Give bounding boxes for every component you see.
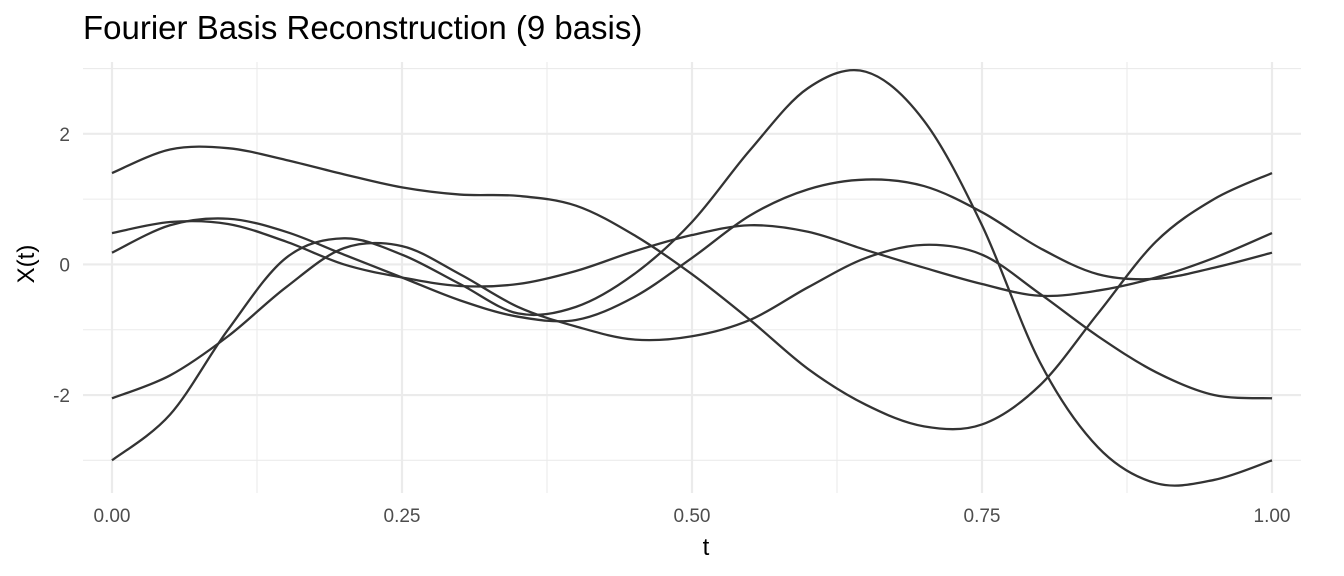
series-line-5 — [111, 69, 1273, 487]
y-tick-label: -2 — [53, 386, 70, 407]
series-line-3 — [111, 178, 1273, 323]
chart-title: Fourier Basis Reconstruction (9 basis) — [83, 9, 642, 46]
x-tick-label: 0.00 — [94, 506, 131, 527]
y-tick-label: 2 — [59, 125, 70, 146]
x-axis-tick-labels: 0.00 0.25 0.50 0.75 1.00 — [94, 506, 1291, 527]
series-lines — [111, 69, 1273, 487]
x-tick-label: 0.75 — [964, 506, 1001, 527]
series-line-4 — [111, 241, 1273, 400]
x-tick-label: 0.50 — [674, 506, 711, 527]
y-axis-tick-labels: -2 0 2 — [53, 125, 70, 407]
x-tick-label: 1.00 — [1254, 506, 1291, 527]
y-tick-label: 0 — [59, 255, 70, 276]
x-axis-title: t — [703, 534, 710, 561]
x-tick-label: 0.25 — [384, 506, 421, 527]
y-axis-title: X(t) — [13, 245, 40, 284]
series-line-1 — [111, 145, 1273, 431]
